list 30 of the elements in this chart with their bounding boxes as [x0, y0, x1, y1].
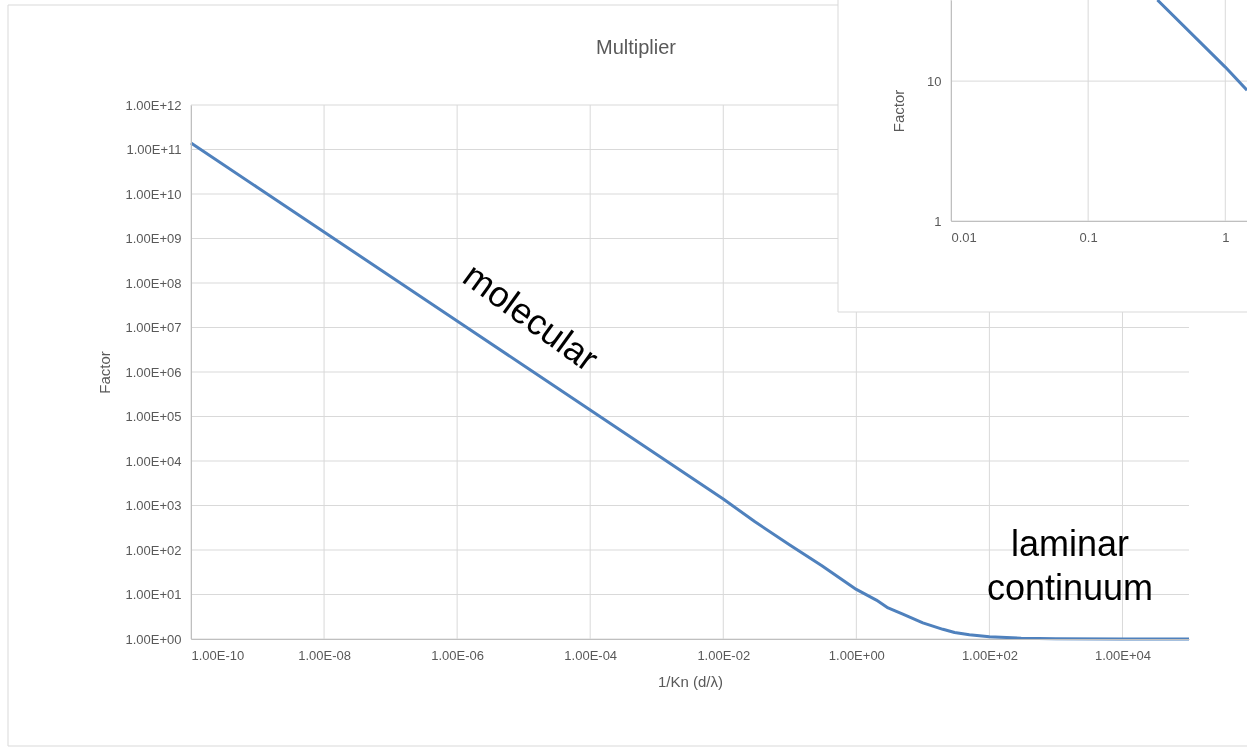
chart-title: Multiplier — [595, 36, 677, 58]
y-tick-label: 1.00E+01 — [125, 587, 182, 602]
y-axis-title: Factor — [96, 351, 114, 394]
y-tick-label: 1.00E+09 — [125, 231, 182, 246]
y-tick-label: 1.00E+03 — [125, 498, 182, 513]
x-tick-label: 1.00E-06 — [431, 647, 485, 663]
x-tick-label: 1.00E+00 — [828, 647, 885, 663]
y-tick-label: 1.00E+04 — [125, 453, 182, 469]
x-tick-label: 1.00E-02 — [697, 647, 751, 663]
y-tick-label: 1.00E+02 — [125, 542, 182, 558]
x-tick-label: 0.1 — [1079, 229, 1098, 245]
y-tick-label: 1.00E+06 — [125, 364, 182, 380]
y-tick-label: 1.00E+00 — [125, 631, 182, 647]
x-tick-label: 0.01 — [951, 229, 977, 245]
x-tick-label: 1.00E-08 — [298, 647, 351, 663]
x-tick-label: 1.00E+02 — [961, 647, 1018, 663]
y-tick-label: 1.00E+11 — [126, 142, 182, 157]
y-tick-label: 1.00E+12 — [125, 97, 182, 113]
x-tick-label: 1.00E-10 — [191, 647, 245, 663]
x-tick-label: 1.00E-04 — [564, 647, 618, 663]
y-tick-label: 1.00E+07 — [125, 320, 182, 335]
y-tick-label: 1.00E+05 — [125, 409, 182, 424]
x-tick-label: 1.00E+04 — [1094, 647, 1151, 663]
x-tick-label: 1 — [1222, 229, 1230, 245]
y-tick-label: 1.00E+08 — [125, 275, 182, 291]
y-axis-title: Factor — [890, 89, 908, 133]
x-axis-title: 1/Kn (d/λ) — [657, 672, 724, 690]
y-tick-label: 1.00E+10 — [125, 186, 182, 202]
y-tick-label: 10 — [927, 73, 942, 89]
annotation: laminar continuum — [986, 523, 1154, 608]
